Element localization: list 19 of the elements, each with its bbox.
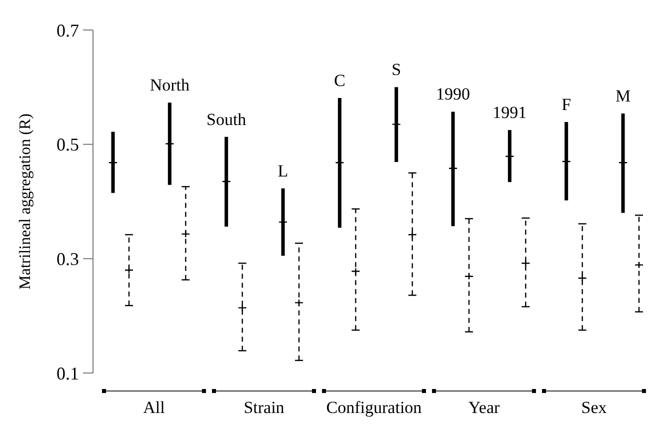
y-tick-label: 0.7 xyxy=(56,20,79,40)
y-tick-label: 0.5 xyxy=(56,134,79,155)
x-tick-label: C xyxy=(334,71,346,90)
text: Configuration xyxy=(326,398,422,417)
x-tick-label: L xyxy=(278,161,288,180)
x-tick-label: S xyxy=(392,60,402,80)
x-tick-label: M xyxy=(615,86,631,106)
x-tick-label: 1991 xyxy=(492,103,527,122)
y-tick-label: 0.1 xyxy=(56,363,79,384)
y-tick-label: 0.3 xyxy=(56,248,79,269)
x-tick-label: 1990 xyxy=(436,84,470,104)
x-tick-label: F xyxy=(562,95,572,114)
x-tick-label: North xyxy=(150,76,190,95)
y-axis-title: Matrilineal aggregation (R) xyxy=(17,114,34,290)
text: Strain xyxy=(244,398,285,417)
x-tick-label: South xyxy=(206,110,247,129)
text: Sex xyxy=(581,398,608,417)
text: Year xyxy=(468,398,500,417)
text: All xyxy=(143,398,166,417)
